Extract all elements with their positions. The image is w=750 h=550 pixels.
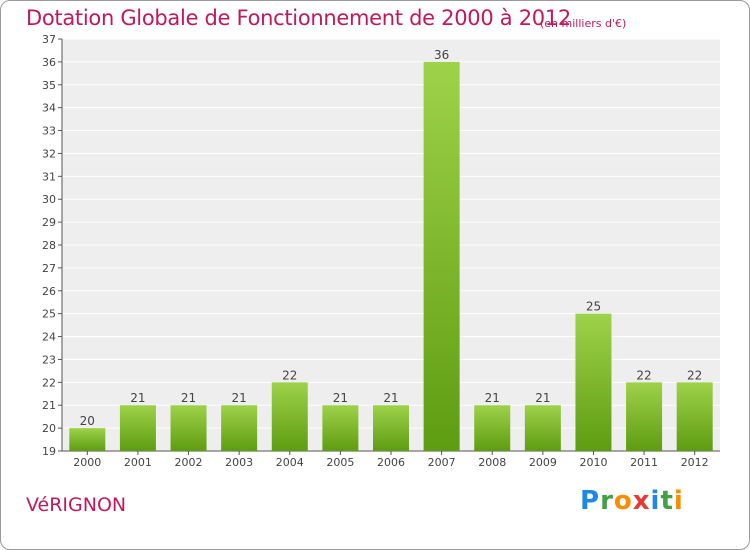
bar [170, 405, 207, 451]
bar [119, 405, 156, 451]
bar [69, 428, 106, 451]
bar [575, 313, 612, 451]
y-tick-label: 35 [42, 79, 56, 92]
data-label: 21 [383, 391, 398, 405]
y-tick-label: 33 [42, 125, 56, 138]
x-tick-label: 2011 [630, 456, 658, 469]
bar [626, 382, 663, 451]
logo-letter: x [632, 486, 651, 516]
logo-letter: i [650, 486, 661, 516]
bar [322, 405, 359, 451]
data-label: 21 [485, 391, 500, 405]
x-tick-label: 2008 [478, 456, 506, 469]
x-tick-label: 2010 [579, 456, 607, 469]
y-tick-label: 28 [42, 239, 56, 252]
bar [474, 405, 511, 451]
x-tick-label: 2004 [276, 456, 304, 469]
proxiti-logo: Proxiti [580, 486, 684, 516]
bar [373, 405, 409, 451]
data-label: 21 [535, 391, 550, 405]
x-tick-label: 2012 [681, 456, 709, 469]
y-tick-label: 24 [42, 331, 56, 344]
y-tick-label: 19 [42, 445, 56, 458]
y-tick-label: 32 [42, 147, 56, 160]
data-label: 36 [434, 48, 449, 62]
x-tick-label: 2001 [124, 456, 152, 469]
y-tick-label: 30 [42, 193, 56, 206]
data-label: 21 [130, 391, 145, 405]
bar [423, 61, 460, 452]
y-tick-label: 27 [42, 262, 56, 275]
logo-letter: o [613, 486, 633, 516]
x-tick-label: 2009 [529, 456, 557, 469]
bar [676, 382, 713, 451]
logo-letter: r [600, 486, 614, 516]
data-label: 22 [636, 368, 651, 382]
place-name: VéRIGNON [26, 494, 127, 516]
data-label: 21 [181, 391, 196, 405]
y-tick-label: 23 [42, 353, 56, 366]
y-tick-label: 21 [42, 399, 56, 412]
y-tick-label: 34 [42, 102, 56, 115]
bar [524, 405, 561, 451]
y-tick-label: 25 [42, 308, 56, 321]
x-tick-label: 2007 [428, 456, 456, 469]
bar [221, 405, 258, 451]
logo-letter: P [580, 486, 601, 516]
data-label: 22 [687, 368, 702, 382]
chart-subtitle: (en milliers d'€) [540, 17, 627, 30]
x-tick-label: 2000 [73, 456, 101, 469]
x-tick-label: 2003 [225, 456, 253, 469]
data-label: 25 [586, 300, 601, 314]
y-tick-label: 22 [42, 376, 56, 389]
bar [271, 382, 308, 451]
y-tick-label: 37 [42, 33, 56, 46]
y-tick-label: 20 [42, 422, 56, 435]
y-tick-label: 31 [42, 170, 56, 183]
y-tick-label: 29 [42, 216, 56, 229]
data-label: 21 [333, 391, 348, 405]
x-tick-label: 2002 [175, 456, 203, 469]
x-tick-label: 2005 [326, 456, 354, 469]
logo-letter: i [673, 486, 684, 516]
chart-title: Dotation Globale de Fonctionnement de 20… [26, 6, 571, 30]
data-label: 20 [80, 414, 95, 428]
x-tick-label: 2006 [377, 456, 405, 469]
y-tick-label: 26 [42, 285, 56, 298]
data-label: 21 [232, 391, 247, 405]
logo-letter: t [660, 486, 674, 516]
y-tick-label: 36 [42, 56, 56, 69]
data-label: 22 [282, 368, 297, 382]
